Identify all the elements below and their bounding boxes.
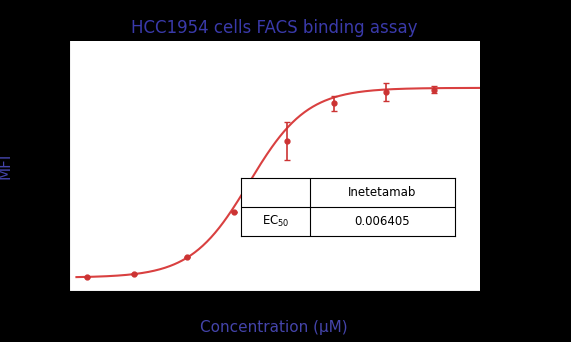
- Title: HCC1954 cells FACS binding assay: HCC1954 cells FACS binding assay: [131, 19, 417, 37]
- X-axis label: Concentration (μM): Concentration (μM): [200, 320, 348, 335]
- Y-axis label: MFI: MFI: [0, 153, 13, 179]
